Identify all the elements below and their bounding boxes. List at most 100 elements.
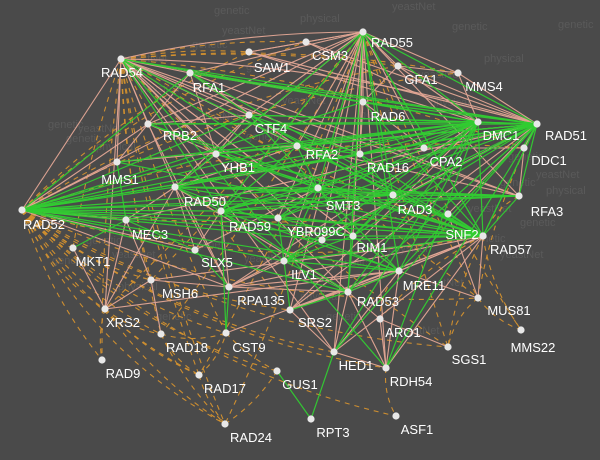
graph-node[interactable] [280,257,288,265]
graph-node[interactable] [389,191,397,199]
graph-node[interactable] [157,330,165,338]
graph-node[interactable] [171,183,179,191]
graph-node[interactable] [225,283,233,291]
graph-node[interactable] [318,236,326,244]
graph-node[interactable] [454,69,462,77]
graph-node[interactable] [474,118,482,126]
graph-node[interactable] [286,306,294,314]
graph-node[interactable] [517,326,525,334]
edge-yeastnet [392,123,538,196]
watermark-label: yeastNet [500,249,543,261]
node-label: RAD16 [367,160,409,175]
graph-node[interactable] [533,120,541,128]
edge-yeastnet [317,187,520,197]
edge-yeastnet [21,153,361,211]
edge-yeastnet [362,101,479,123]
edge-yeastnet [321,123,538,241]
graph-node[interactable] [307,415,315,423]
edge-yeastnet [359,123,538,155]
graph-node[interactable] [395,267,403,275]
graph-node[interactable] [392,412,400,420]
graph-node[interactable] [359,98,367,106]
graph-node[interactable] [273,367,281,375]
edge-yeastnet [447,213,484,237]
edge-yeastnet [21,209,400,272]
node-label: MEC3 [132,227,168,242]
graph-node[interactable] [144,120,152,128]
graph-node[interactable] [217,207,225,215]
edge-yeastnet [21,114,250,211]
graph-node[interactable] [245,48,253,56]
watermark-label: genetic [66,133,102,145]
graph-node[interactable] [113,158,121,166]
edge-yeastnet [347,121,479,293]
graph-node[interactable] [18,206,26,214]
graph-node[interactable] [117,55,125,63]
edge-yeastnet [359,153,394,196]
node-label: GUS1 [282,377,317,392]
graph-node[interactable] [444,210,452,218]
graph-node[interactable] [191,246,199,254]
graph-node[interactable] [245,111,253,119]
graph-node[interactable] [302,38,310,46]
edge-yeastnet [310,351,335,420]
graph-node[interactable] [122,216,130,224]
edge-yeastnet [317,31,364,189]
edge-yeastnet [21,195,520,211]
edge-physical [333,270,400,353]
graph-node[interactable] [520,144,528,152]
graph-node[interactable] [349,232,357,240]
graph-node[interactable] [212,150,220,158]
graph-node[interactable] [479,232,487,240]
node-label: MMS22 [511,340,556,355]
edge-genetic [21,41,307,211]
graph-node[interactable] [147,276,155,284]
node-layer[interactable] [18,28,541,428]
edge-yeastnet [21,209,484,237]
edge-yeastnet [220,121,479,212]
edge-physical [248,31,364,116]
graph-node[interactable] [394,62,402,70]
graph-node[interactable] [69,244,77,252]
edge-yeastnet [21,194,394,211]
edge-physical [21,123,149,211]
edge-physical [21,58,122,211]
graph-node[interactable] [195,371,203,379]
edge-physical [215,114,250,155]
graph-node[interactable] [98,356,106,364]
graph-node[interactable] [221,420,229,428]
graph-node[interactable] [515,192,523,200]
graph-node[interactable] [293,142,301,150]
node-label: RAD50 [184,194,226,209]
edge-genetic [120,58,200,376]
graph-node[interactable] [359,28,367,36]
edge-physical [21,31,364,211]
graph-node[interactable] [314,184,322,192]
edge-physical [347,291,381,320]
edge-yeastnet [248,114,361,155]
graph-node[interactable] [274,214,282,222]
graph-node[interactable] [474,294,482,302]
graph-node[interactable] [420,144,428,152]
graph-node[interactable] [186,69,194,77]
edge-yeastnet [296,145,319,189]
edge-physical [347,291,387,369]
graph-node[interactable] [330,348,338,356]
node-label: RAD17 [204,381,246,396]
graph-node[interactable] [382,364,390,372]
edge-physical [125,219,152,281]
edge-physical [21,161,118,211]
graph-node[interactable] [101,305,109,313]
node-label: RAD57 [490,242,532,257]
graph-node[interactable] [444,343,452,351]
node-label: RAD3 [398,202,433,217]
edge-yeastnet [289,291,349,311]
graph-node[interactable] [344,288,352,296]
edge-physical [116,123,149,163]
graph-node[interactable] [356,150,364,158]
graph-node[interactable] [222,329,230,337]
node-label: ASF1 [401,422,434,437]
graph-node[interactable] [376,315,384,323]
